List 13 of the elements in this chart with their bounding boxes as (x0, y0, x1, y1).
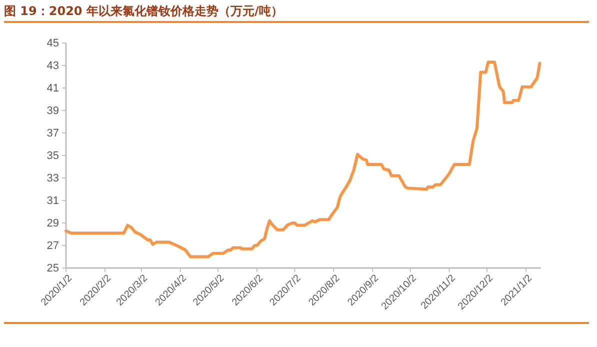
y-tick-label: 33 (46, 172, 59, 185)
y-tick-label: 27 (46, 240, 59, 252)
y-tick-label: 31 (46, 195, 59, 208)
chart-title: 图 19：2020 年以来氯化镨钕价格走势（万元/吨） (4, 2, 589, 23)
line-series (64, 60, 542, 258)
y-tick-label: 39 (46, 105, 59, 118)
y-tick-label: 45 (46, 38, 59, 50)
y-tick-label: 37 (46, 128, 59, 140)
y-tick-label: 41 (46, 82, 59, 95)
y-tick-label: 29 (46, 218, 59, 230)
y-tick-label: 25 (46, 262, 59, 275)
y-tick-label: 35 (46, 150, 59, 162)
y-tick-label: 43 (46, 60, 59, 72)
